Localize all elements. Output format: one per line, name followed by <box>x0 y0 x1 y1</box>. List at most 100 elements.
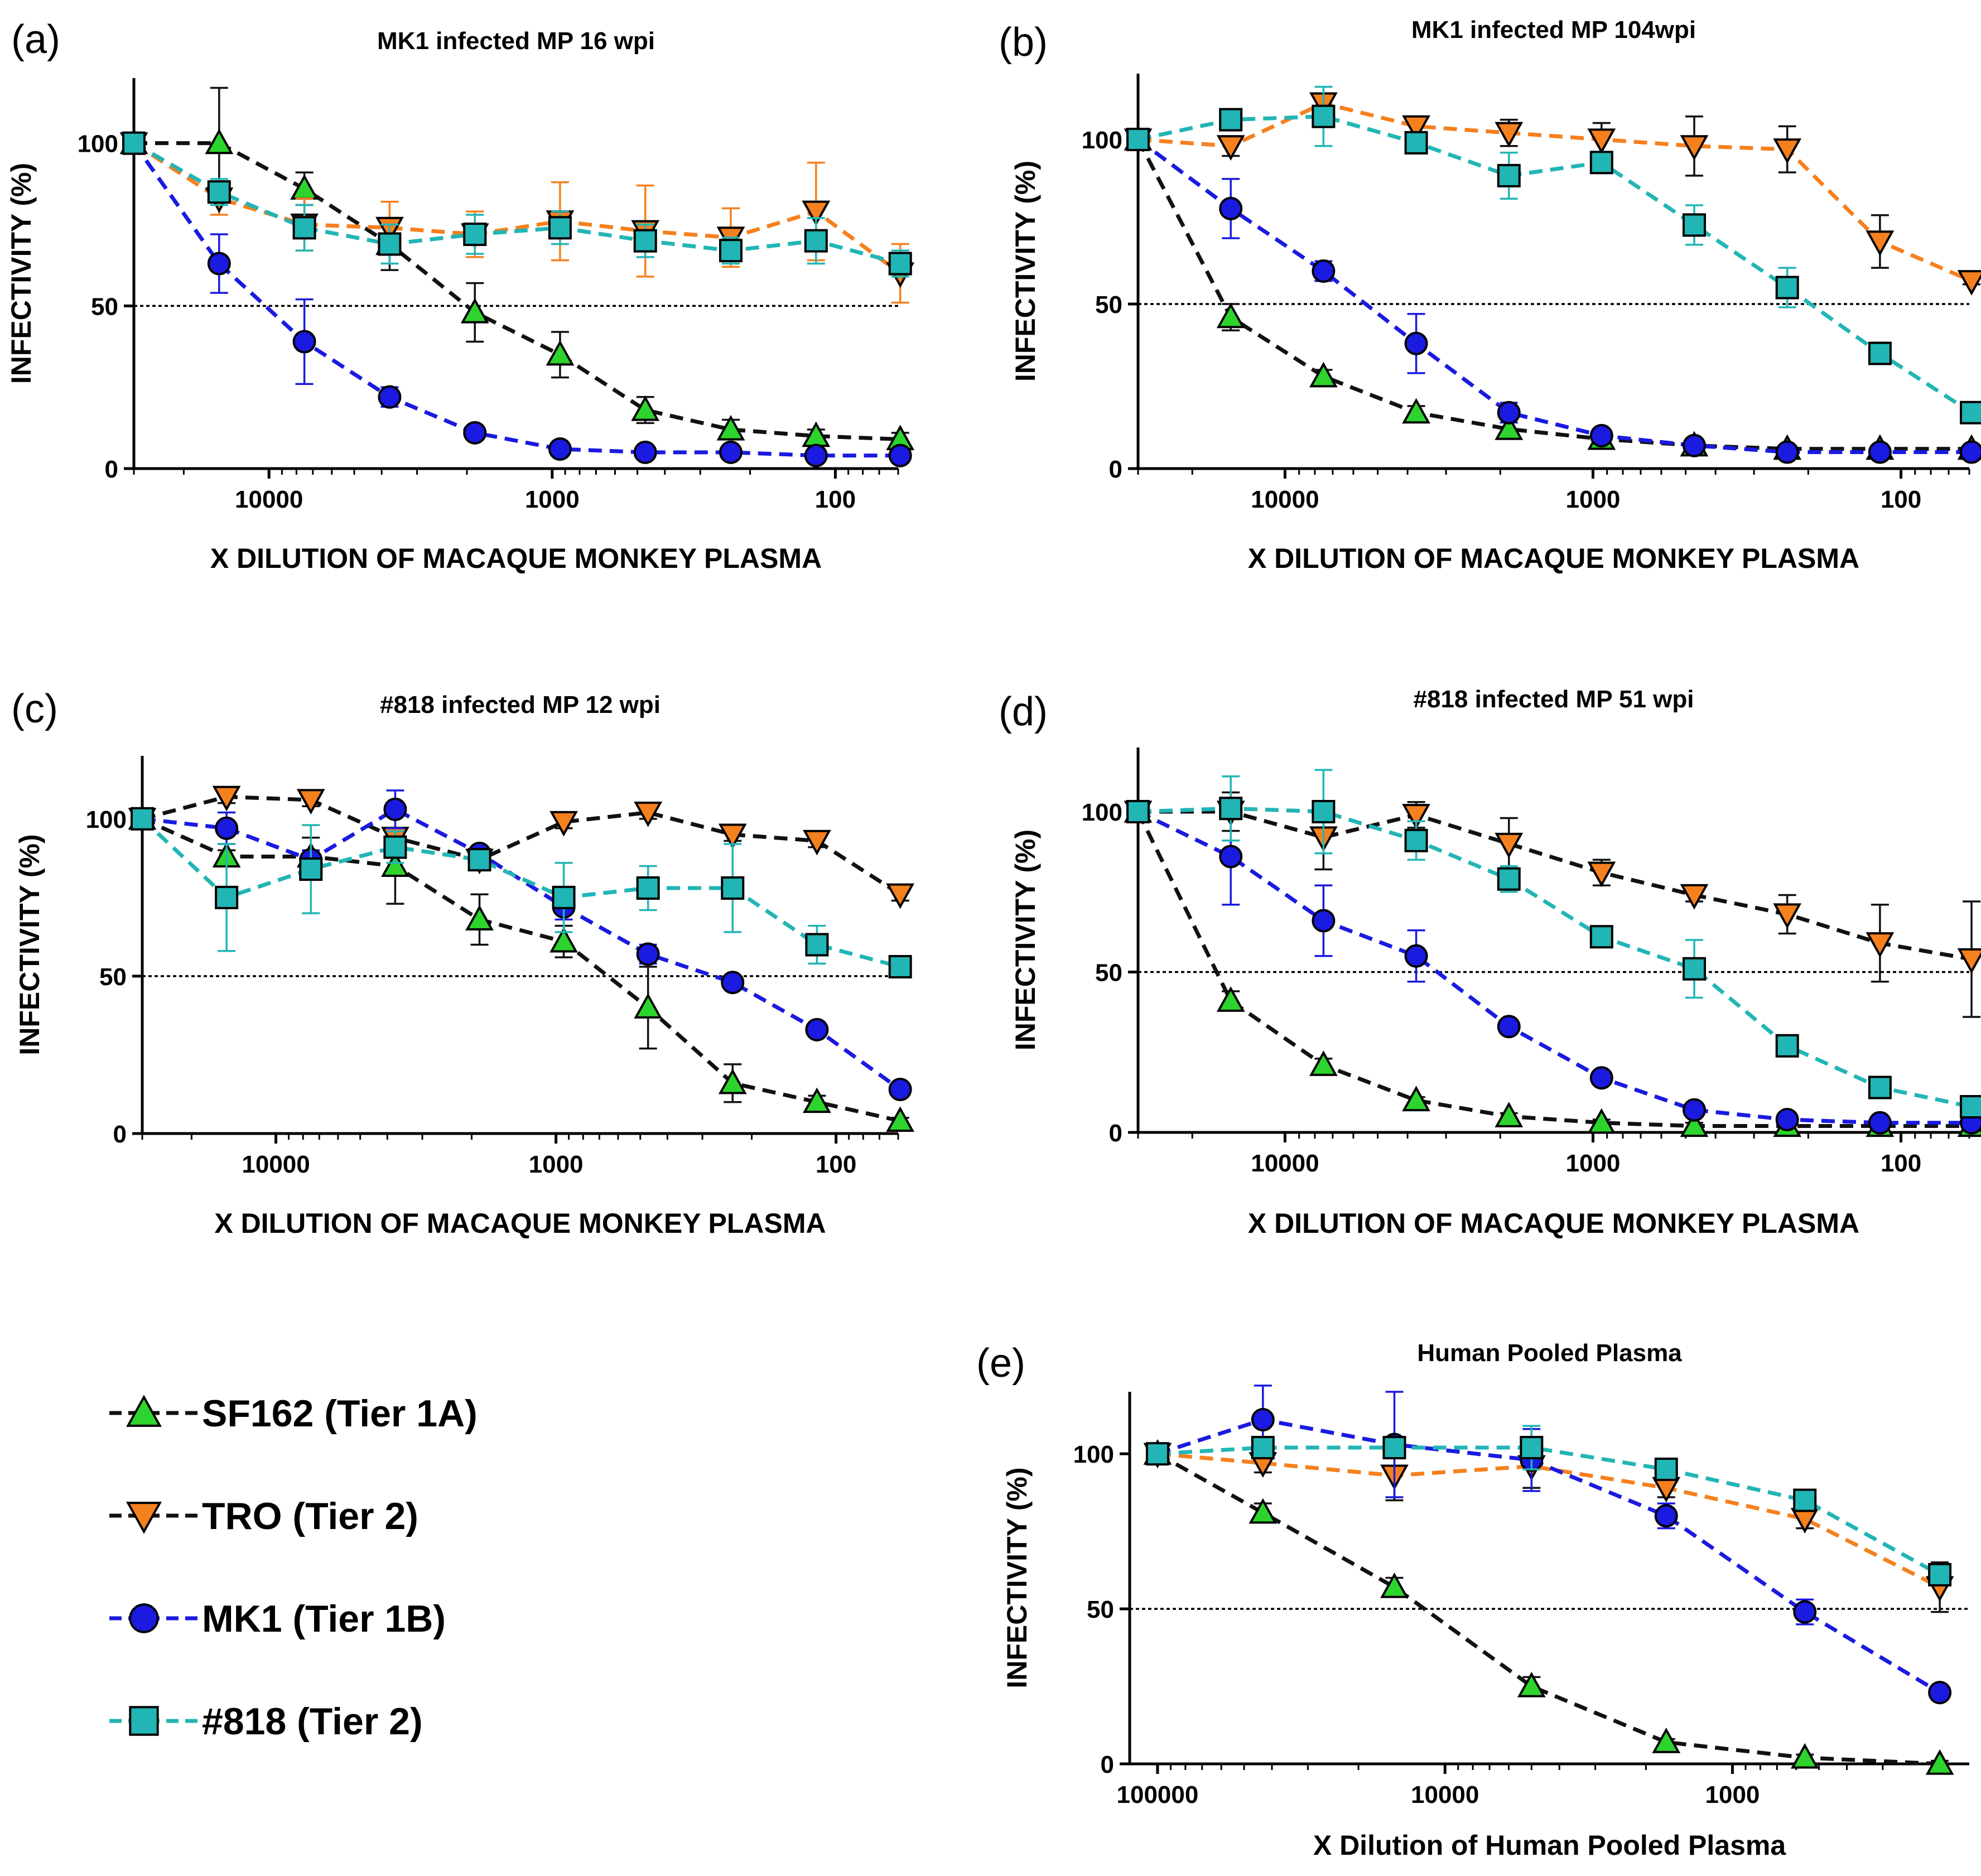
data-point <box>886 1106 915 1132</box>
data-point <box>805 1017 829 1041</box>
series-line <box>1136 138 1972 454</box>
data-point <box>1219 845 1243 869</box>
data-point <box>1312 909 1336 933</box>
data-point <box>1312 800 1336 823</box>
data-point <box>1866 230 1895 257</box>
data-point <box>552 885 576 909</box>
data-point <box>1251 1436 1275 1460</box>
data-point <box>1497 401 1521 425</box>
y-axis-label: INFECTIVITY (%) <box>1010 830 1041 1050</box>
data-point <box>805 933 829 957</box>
data-point <box>1682 957 1706 981</box>
data-point <box>1219 108 1243 132</box>
data-point <box>1309 361 1338 388</box>
series-line <box>133 141 902 275</box>
data-point <box>716 414 745 441</box>
series-2 <box>1126 800 1981 1135</box>
error-bars <box>1254 1443 1949 1613</box>
x-tick-label: 100 <box>816 1151 856 1178</box>
data-point <box>215 885 239 909</box>
x-tick-label: 100000 <box>1117 1781 1199 1809</box>
y-tick-label: 100 <box>1082 799 1122 826</box>
y-tick-label: 100 <box>86 806 127 833</box>
data-point <box>886 883 915 909</box>
data-point <box>1680 135 1709 161</box>
data-point <box>721 971 745 995</box>
series-line <box>1137 806 1972 1109</box>
data-point <box>1925 1749 1954 1775</box>
data-point <box>888 252 912 276</box>
data-point <box>215 816 239 840</box>
legend-label: #818 (Tier 2) <box>202 1700 423 1743</box>
panel-label: (b) <box>999 20 1048 65</box>
data-point <box>1145 1442 1169 1466</box>
series-3 <box>131 807 912 978</box>
data-point <box>1589 925 1613 949</box>
chart-panel-b: (b) MK1 infected MP 104wpi 0 50 100 10000 1000… <box>999 16 1981 574</box>
panel-label: (a) <box>11 17 60 62</box>
y-tick-label: 0 <box>1109 456 1122 483</box>
legend-item: MK1 (Tier 1B) <box>109 1598 446 1640</box>
x-tick-label: 1000 <box>529 1151 584 1178</box>
data-point <box>634 993 663 1019</box>
data-point <box>1126 800 1150 823</box>
data-point <box>550 927 578 953</box>
data-point <box>465 905 494 930</box>
data-point <box>636 942 660 966</box>
data-point <box>636 876 660 900</box>
data-point <box>1868 1111 1892 1135</box>
series-line <box>1137 101 1973 283</box>
data-point <box>1866 932 1895 958</box>
data-point <box>1497 1015 1521 1039</box>
legend-item: #818 (Tier 2) <box>109 1700 423 1743</box>
data-point <box>1928 1681 1952 1705</box>
panel-label: (c) <box>11 687 58 731</box>
y-tick-label: 50 <box>1095 291 1122 319</box>
data-point <box>296 789 325 815</box>
data-point <box>1312 104 1336 128</box>
data-point <box>1382 1436 1406 1460</box>
data-point <box>383 797 407 821</box>
y-tick-label: 50 <box>1095 959 1122 987</box>
data-point <box>1404 828 1428 852</box>
data-point <box>548 437 572 461</box>
x-tick-label: 10000 <box>1251 1150 1319 1177</box>
data-point <box>1587 128 1616 155</box>
data-point <box>1868 1076 1892 1099</box>
data-point <box>205 128 234 155</box>
data-point <box>1775 276 1799 300</box>
data-point <box>802 200 831 226</box>
data-point <box>631 395 660 421</box>
data-point <box>1654 1504 1678 1528</box>
data-point <box>888 1078 912 1102</box>
series-3 <box>1126 85 1981 425</box>
data-point <box>292 330 316 354</box>
data-point <box>467 848 491 872</box>
data-point <box>299 857 323 881</box>
legend-label: SF162 (Tier 1A) <box>202 1392 478 1435</box>
data-point <box>207 180 231 204</box>
chart-title: MK1 infected MP 104wpi <box>1411 16 1696 44</box>
data-point <box>721 876 745 900</box>
chart-panel-e: (e) Human Pooled Plasma 0 50 100 100000 10000 1… <box>976 1339 1969 1861</box>
y-tick-label: 100 <box>1073 1441 1114 1468</box>
data-point <box>1402 1086 1430 1112</box>
x-tick-label: 10000 <box>1411 1781 1479 1809</box>
data-point <box>1497 867 1521 891</box>
y-tick-label: 50 <box>1087 1596 1114 1623</box>
chart-panel-d: (d) #818 infected MP 51 wpi 0 50 100 10000 100… <box>999 686 1981 1239</box>
data-point <box>802 830 831 856</box>
legend-item: SF162 (Tier 1A) <box>109 1392 478 1435</box>
legend-marker <box>129 1706 159 1736</box>
x-tick-label: 1000 <box>1566 486 1621 513</box>
data-point <box>1402 804 1430 830</box>
data-point <box>292 216 316 240</box>
data-point <box>1589 151 1613 175</box>
series-1 <box>1143 1443 1954 1613</box>
data-point <box>888 443 912 467</box>
data-point <box>1589 1066 1613 1090</box>
data-point <box>1126 128 1150 151</box>
data-point <box>1404 944 1428 968</box>
data-point <box>1773 903 1802 929</box>
error-bars <box>1222 791 1981 1018</box>
